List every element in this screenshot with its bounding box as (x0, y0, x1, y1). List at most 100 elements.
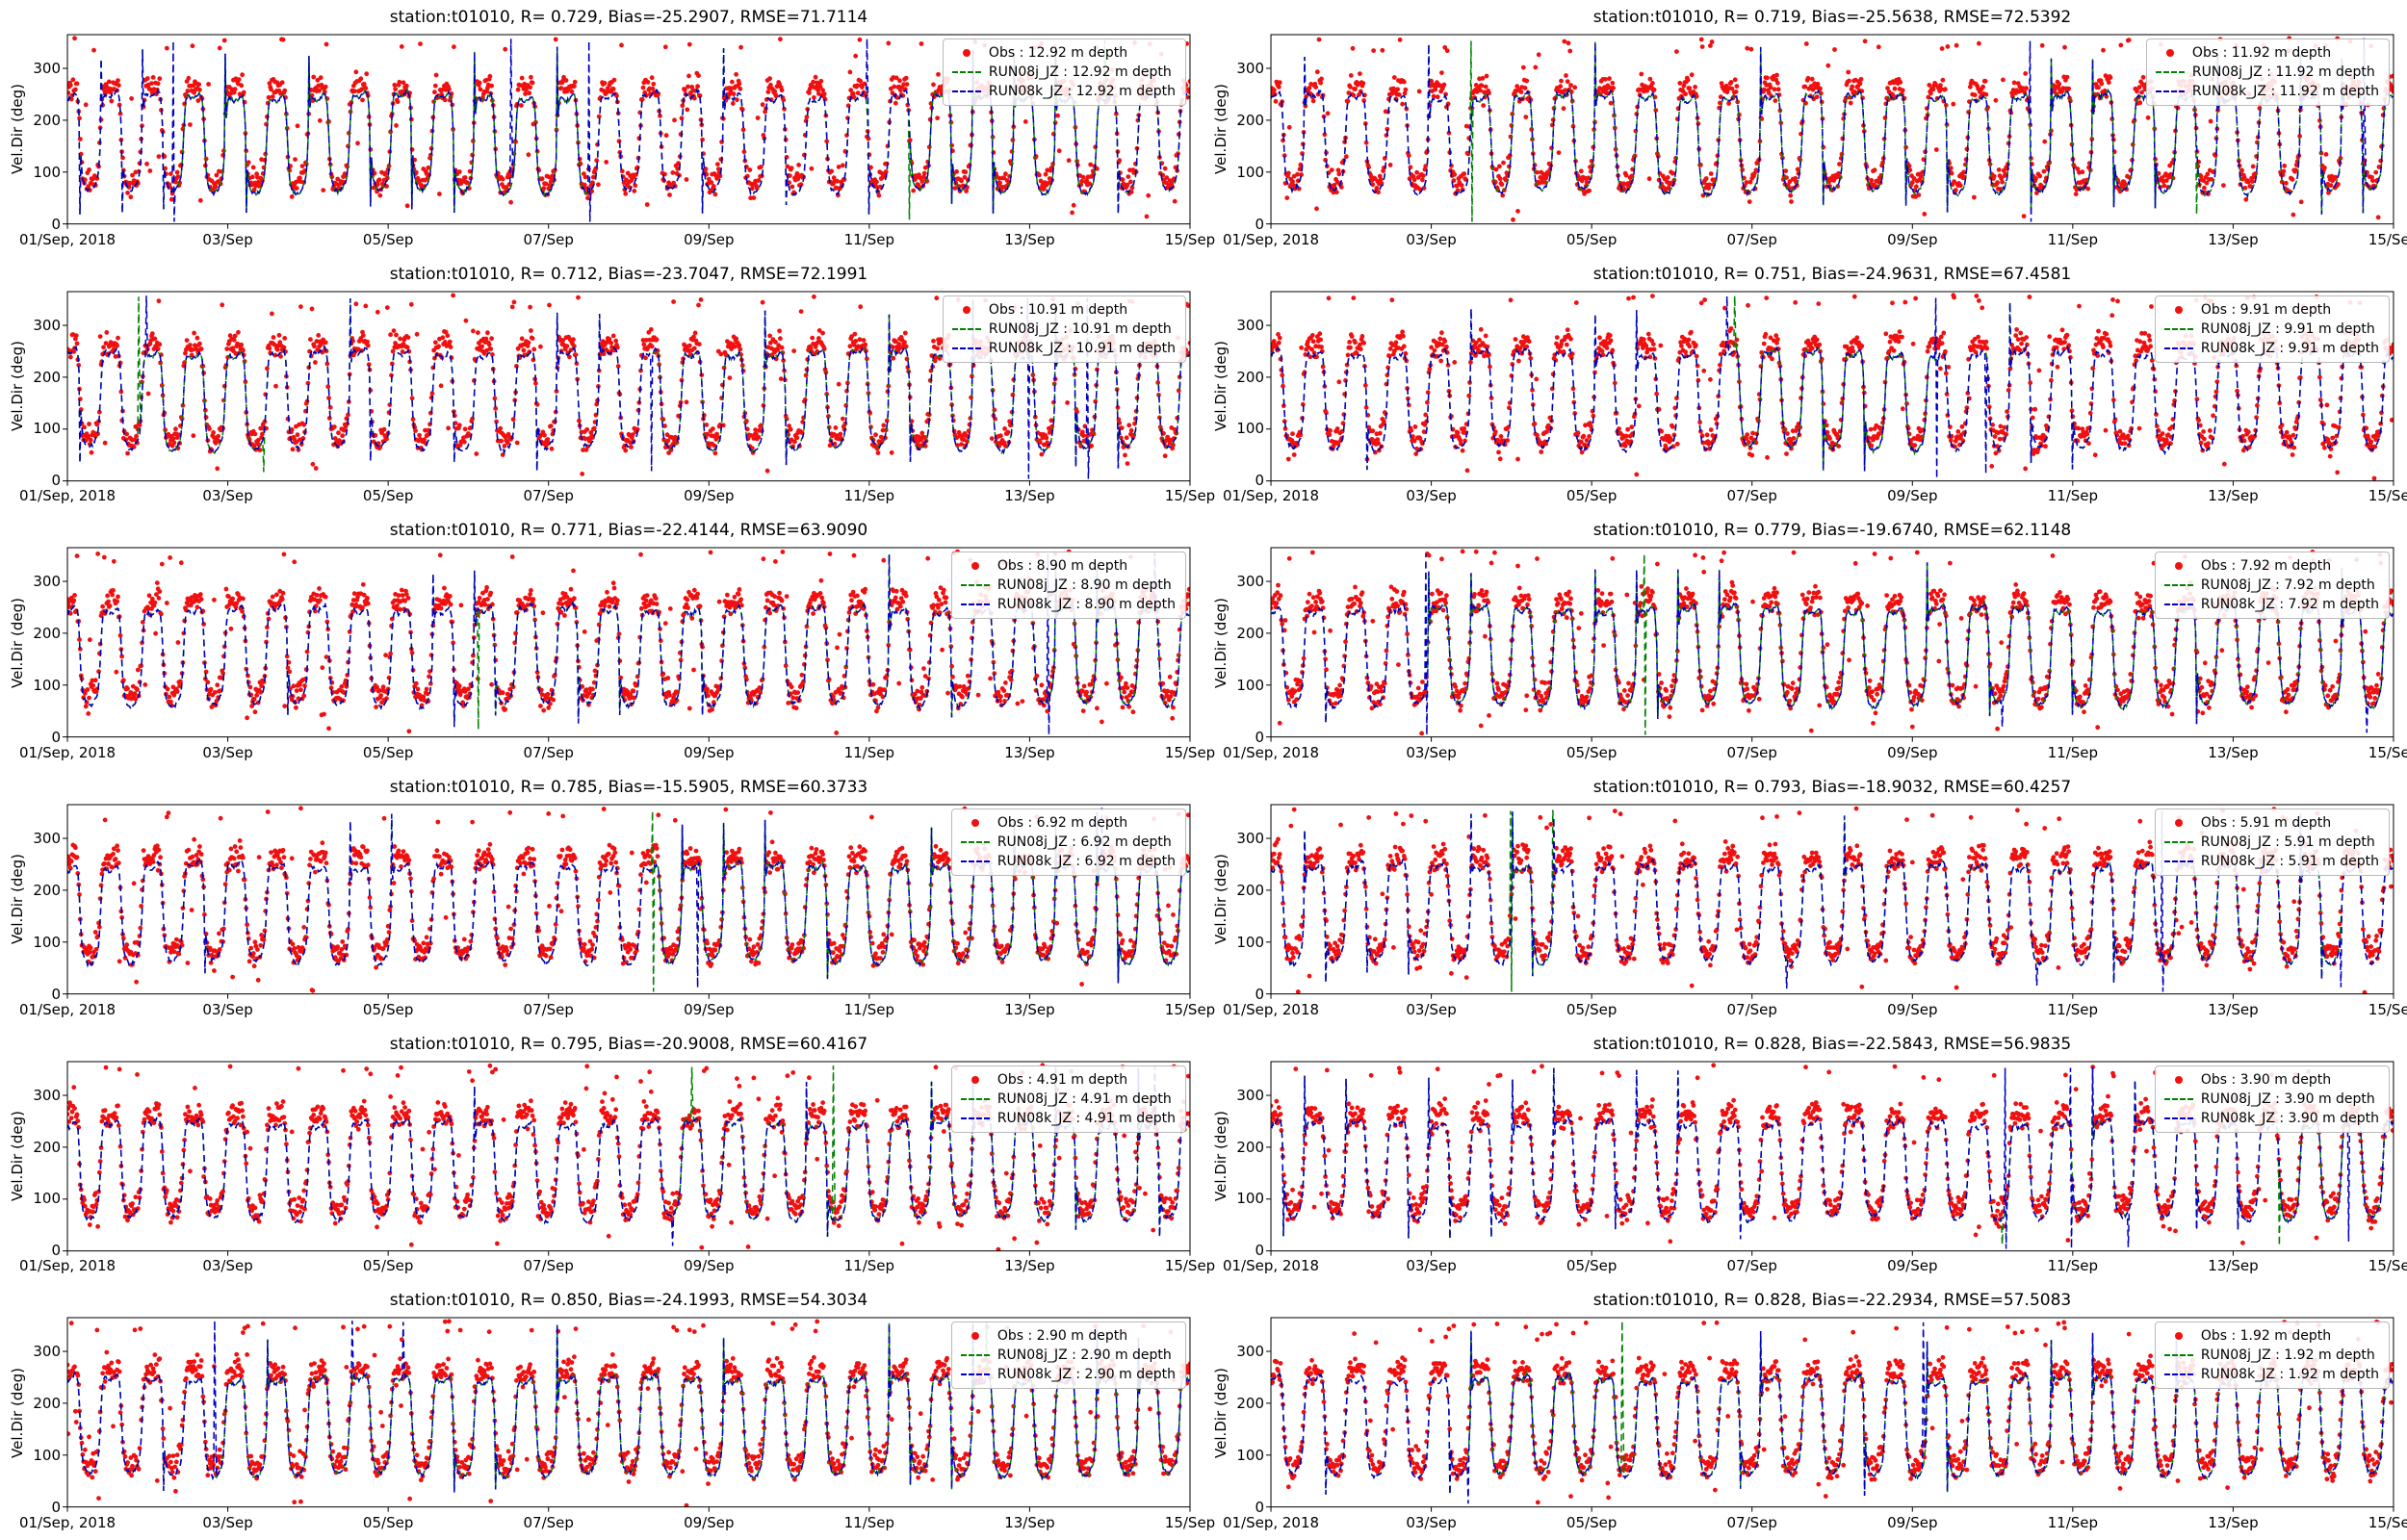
y-tick-label: 200 (1236, 881, 1264, 899)
run08j-dashed-line-icon (2163, 1354, 2193, 1357)
y-tick-label: 100 (1236, 420, 1264, 438)
x-tick-label: 05/Sep (1566, 1257, 1618, 1275)
y-tick-label: 300 (33, 1343, 61, 1361)
y-tick-label: 0 (51, 215, 61, 233)
obs-marker-swatch (2155, 49, 2186, 57)
x-tick-label: 05/Sep (362, 230, 414, 248)
x-tick-label: 15/Sep (2368, 1257, 2407, 1275)
x-tick-label: 05/Sep (362, 487, 414, 505)
legend-item-run08k: RUN08k_JZ : 7.92 m depth (2163, 596, 2379, 613)
x-tick-label: 13/Sep (1004, 230, 1055, 248)
x-tick-label: 15/Sep (2368, 1000, 2407, 1018)
x-tick-label: 01/Sep, 2018 (18, 230, 116, 248)
x-tick-label: 03/Sep (202, 1513, 253, 1531)
y-axis-label: Vel.Dir (deg) (9, 1111, 26, 1201)
run08k-dashed-line-icon (960, 860, 990, 862)
x-tick-label: 13/Sep (1004, 1513, 1055, 1531)
legend-item-run08k: RUN08k_JZ : 4.91 m depth (960, 1110, 1176, 1127)
obs-dot-icon (971, 562, 979, 571)
x-tick-label: 11/Sep (843, 1000, 895, 1018)
y-tick-label: 0 (1255, 1498, 1264, 1516)
legend-item-run08k: RUN08k_JZ : 6.92 m depth (960, 853, 1176, 870)
legend: Obs : 1.92 m depth RUN08j_JZ : 1.92 m de… (2154, 1322, 2390, 1390)
legend-item-obs: Obs : 1.92 m depth (2163, 1327, 2379, 1345)
legend-label-obs: Obs : 9.91 m depth (2200, 301, 2332, 318)
panel-title: station:t01010, R= 0.712, Bias=-23.7047,… (389, 264, 868, 284)
x-tick-label: 15/Sep (2368, 487, 2407, 505)
y-tick-label: 100 (33, 933, 61, 951)
legend-item-run08j: RUN08j_JZ : 9.91 m depth (2163, 321, 2379, 338)
legend-item-run08j: RUN08j_JZ : 2.90 m depth (960, 1347, 1176, 1364)
legend-item-obs: Obs : 5.91 m depth (2163, 814, 2379, 832)
legend-label-obs: Obs : 11.92 m depth (2191, 45, 2332, 61)
run08j-dashed-line-icon (2163, 1097, 2193, 1100)
x-tick-label: 05/Sep (1566, 1000, 1618, 1018)
x-tick-label: 03/Sep (1406, 230, 1457, 248)
run08j-dashed-line-icon (951, 71, 981, 73)
x-tick-label: 03/Sep (1406, 487, 1457, 505)
y-tick-label: 300 (33, 60, 61, 78)
y-axis-label: Vel.Dir (deg) (9, 597, 26, 688)
legend-item-run08j: RUN08j_JZ : 8.90 m depth (960, 577, 1176, 594)
y-tick-label: 200 (1236, 1138, 1264, 1156)
x-tick-label: 13/Sep (1004, 1257, 1055, 1275)
run08k-dashed-line-icon (960, 1373, 990, 1376)
x-tick-label: 11/Sep (2047, 1000, 2099, 1018)
legend-label-obs: Obs : 2.90 m depth (996, 1328, 1128, 1345)
obs-dot-icon (971, 1332, 979, 1341)
run08j-dashed-line-icon (960, 584, 990, 587)
legend-item-obs: Obs : 6.92 m depth (960, 814, 1176, 832)
y-tick-label: 100 (33, 1447, 61, 1465)
obs-marker-swatch (960, 562, 991, 571)
y-tick-label: 300 (1236, 830, 1264, 848)
legend: Obs : 11.92 m depth RUN08j_JZ : 11.92 m … (2145, 38, 2390, 106)
run08j-line-swatch (951, 327, 982, 330)
run08k-line-swatch (960, 1116, 991, 1119)
y-tick-label: 100 (1236, 1447, 1264, 1465)
legend-label-run08j: RUN08j_JZ : 5.91 m depth (2200, 834, 2375, 850)
legend: Obs : 7.92 m depth RUN08j_JZ : 7.92 m de… (2154, 552, 2390, 620)
x-tick-label: 07/Sep (1726, 1000, 1777, 1018)
subplot-panel-3: station:t01010, R= 0.712, Bias=-23.7047,… (0, 257, 1215, 514)
plot-area (1266, 804, 2394, 999)
x-tick-label: 09/Sep (1887, 487, 1938, 505)
y-axis-label: Vel.Dir (deg) (1212, 1111, 1229, 1201)
y-tick-label: 0 (1255, 1242, 1264, 1260)
y-tick-label: 0 (1255, 728, 1264, 746)
run08j-dashed-line-icon (960, 841, 990, 843)
legend: Obs : 10.91 m depth RUN08j_JZ : 10.91 m … (942, 295, 1186, 363)
legend-label-obs: Obs : 3.90 m depth (2200, 1071, 2332, 1088)
y-tick-label: 300 (33, 1086, 61, 1104)
x-tick-label: 11/Sep (2047, 1257, 2099, 1275)
run08j-line-swatch (2163, 327, 2194, 330)
y-tick-label: 0 (51, 985, 61, 1003)
run08j-dashed-line-icon (2163, 327, 2193, 330)
legend: Obs : 9.91 m depth RUN08j_JZ : 9.91 m de… (2154, 295, 2390, 363)
legend-item-run08j: RUN08j_JZ : 6.92 m depth (960, 834, 1176, 851)
y-tick-label: 100 (33, 163, 61, 181)
legend-item-run08j: RUN08j_JZ : 7.92 m depth (2163, 577, 2379, 594)
run08k-line-swatch (951, 346, 982, 349)
x-tick-label: 01/Sep, 2018 (1222, 1513, 1320, 1531)
x-tick-label: 13/Sep (2208, 1513, 2259, 1531)
obs-marker-swatch (960, 1075, 991, 1084)
subplot-panel-6: station:t01010, R= 0.779, Bias=-19.6740,… (1204, 513, 2407, 770)
run08j-line-swatch (2163, 584, 2194, 587)
y-tick-label: 0 (51, 472, 61, 490)
legend-label-run08k: RUN08k_JZ : 11.92 m depth (2191, 84, 2379, 99)
panel-title: station:t01010, R= 0.785, Bias=-15.5905,… (389, 778, 868, 797)
x-tick-label: 07/Sep (523, 1257, 574, 1275)
y-tick-label: 300 (1236, 573, 1264, 591)
x-tick-label: 01/Sep, 2018 (1222, 1257, 1320, 1275)
run08k-dashed-line-icon (2163, 603, 2193, 606)
legend-label-run08j: RUN08j_JZ : 8.90 m depth (996, 578, 1172, 594)
panel-title: station:t01010, R= 0.771, Bias=-22.4144,… (389, 521, 868, 541)
legend-item-obs: Obs : 8.90 m depth (960, 557, 1176, 575)
x-tick-label: 11/Sep (843, 230, 895, 248)
x-tick-label: 05/Sep (362, 1513, 414, 1531)
x-tick-label: 09/Sep (1887, 1513, 1938, 1531)
x-tick-label: 01/Sep, 2018 (18, 1257, 116, 1275)
subplot-panel-12: station:t01010, R= 0.828, Bias=-22.2934,… (1204, 1283, 2407, 1540)
x-tick-label: 05/Sep (362, 743, 414, 761)
x-tick-label: 15/Sep (1164, 743, 1216, 761)
